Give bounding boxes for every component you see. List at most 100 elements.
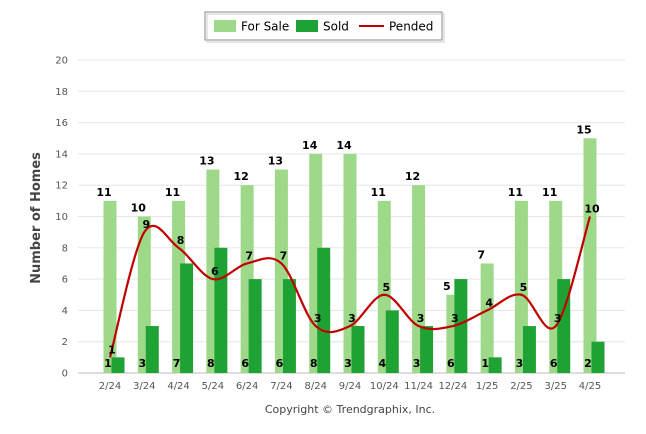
bar-sold bbox=[454, 279, 468, 373]
y-tick-label: 8 bbox=[62, 243, 68, 254]
label-sold: 3 bbox=[413, 357, 421, 370]
bar-sold bbox=[248, 279, 262, 373]
x-tick-label: 5/24 bbox=[202, 381, 224, 392]
label-sold: 3 bbox=[138, 357, 146, 370]
y-tick-label: 6 bbox=[62, 275, 68, 286]
label-pended: 7 bbox=[280, 249, 288, 262]
label-sold: 8 bbox=[310, 357, 318, 370]
label-sold: 8 bbox=[207, 357, 215, 370]
bar-sold bbox=[111, 357, 125, 373]
x-tick-label: 3/25 bbox=[544, 381, 566, 392]
line-pended bbox=[108, 216, 592, 358]
label-for-sale: 12 bbox=[405, 170, 420, 183]
y-tick-label: 18 bbox=[55, 87, 68, 98]
label-for-sale: 11 bbox=[371, 186, 386, 199]
label-pended: 8 bbox=[177, 234, 185, 247]
label-sold: 6 bbox=[276, 357, 284, 370]
legend-swatch bbox=[296, 20, 318, 32]
y-tick-label: 16 bbox=[55, 118, 68, 129]
x-tick-label: 6/24 bbox=[236, 381, 258, 392]
legend-label: Pended bbox=[389, 20, 433, 34]
bars bbox=[103, 138, 605, 373]
bar-sold bbox=[145, 326, 159, 373]
bar-sold bbox=[591, 341, 605, 373]
y-tick-label: 20 bbox=[55, 56, 68, 67]
label-for-sale: 7 bbox=[477, 248, 485, 261]
data-labels: 1111103911781386126713671483143311451233… bbox=[96, 123, 600, 370]
label-pended: 3 bbox=[348, 312, 356, 325]
x-tick-label: 8/24 bbox=[304, 381, 326, 392]
label-for-sale: 11 bbox=[542, 186, 557, 199]
label-for-sale: 13 bbox=[199, 155, 214, 168]
bar-sold bbox=[488, 357, 502, 373]
label-sold: 2 bbox=[584, 357, 592, 370]
bar-sold bbox=[317, 247, 331, 373]
label-sold: 3 bbox=[344, 357, 352, 370]
label-pended: 3 bbox=[314, 312, 322, 325]
x-tick-label: 9/24 bbox=[339, 381, 361, 392]
label-pended: 5 bbox=[382, 281, 390, 294]
label-pended: 1 bbox=[108, 343, 116, 356]
bar-for-sale bbox=[343, 153, 357, 373]
label-pended: 9 bbox=[142, 218, 150, 231]
label-sold: 6 bbox=[550, 357, 558, 370]
label-sold: 6 bbox=[447, 357, 455, 370]
label-pended: 6 bbox=[211, 265, 219, 278]
label-for-sale: 15 bbox=[576, 123, 591, 136]
label-for-sale: 14 bbox=[302, 139, 318, 152]
label-pended: 3 bbox=[451, 312, 459, 325]
bar-sold bbox=[282, 279, 296, 373]
x-tick-label: 4/25 bbox=[579, 381, 601, 392]
x-tick-label: 2/24 bbox=[99, 381, 121, 392]
y-axis-title: Number of Homes bbox=[29, 152, 44, 284]
label-pended: 3 bbox=[417, 312, 425, 325]
bar-sold bbox=[420, 326, 434, 373]
legend-label: Sold bbox=[323, 20, 349, 34]
bar-sold bbox=[351, 326, 365, 373]
label-sold: 4 bbox=[378, 357, 386, 370]
label-for-sale: 14 bbox=[336, 139, 352, 152]
label-for-sale: 10 bbox=[131, 202, 147, 215]
y-tick-label: 12 bbox=[55, 181, 68, 192]
label-pended: 7 bbox=[245, 249, 253, 262]
x-tick-label: 7/24 bbox=[270, 381, 292, 392]
bar-sold bbox=[180, 263, 194, 373]
x-tick-label: 1/25 bbox=[476, 381, 498, 392]
y-axis-ticks: 0 2 4 6 8 10 12 14 16 18 20 bbox=[55, 56, 68, 380]
y-tick-label: 14 bbox=[55, 149, 68, 160]
label-sold: 1 bbox=[481, 357, 489, 370]
legend: For Sale Sold Pended bbox=[204, 11, 445, 43]
label-for-sale: 13 bbox=[268, 155, 283, 168]
label-pended: 10 bbox=[584, 203, 600, 216]
label-sold: 3 bbox=[516, 357, 524, 370]
legend-swatch bbox=[214, 20, 236, 32]
label-for-sale: 11 bbox=[508, 186, 523, 199]
x-axis-ticks: 2/24 3/24 4/24 5/24 6/24 7/24 8/24 9/24 10/24 11/… bbox=[99, 381, 601, 392]
label-sold: 7 bbox=[173, 357, 181, 370]
bar-sold bbox=[522, 326, 536, 373]
x-tick-label: 2/25 bbox=[510, 381, 532, 392]
label-sold: 1 bbox=[104, 357, 112, 370]
label-for-sale: 5 bbox=[443, 280, 451, 293]
pended-line bbox=[108, 216, 592, 358]
legend-label: For Sale bbox=[241, 20, 289, 34]
y-tick-label: 4 bbox=[62, 306, 68, 317]
x-tick-label: 3/24 bbox=[133, 381, 155, 392]
bar-for-sale bbox=[583, 138, 597, 373]
x-tick-label: 10/24 bbox=[370, 381, 399, 392]
y-tick-label: 10 bbox=[55, 212, 68, 223]
x-tick-label: 4/24 bbox=[167, 381, 189, 392]
label-pended: 4 bbox=[485, 296, 493, 309]
label-for-sale: 11 bbox=[96, 186, 111, 199]
y-tick-label: 0 bbox=[62, 369, 68, 380]
label-for-sale: 11 bbox=[165, 186, 180, 199]
copyright-text: Copyright © Trendgraphix, Inc. bbox=[265, 403, 435, 416]
bar-for-sale bbox=[480, 263, 494, 373]
label-pended: 5 bbox=[520, 281, 528, 294]
y-tick-label: 2 bbox=[62, 337, 68, 348]
x-tick-label: 11/24 bbox=[404, 381, 433, 392]
label-pended: 3 bbox=[554, 312, 562, 325]
bar-for-sale bbox=[103, 200, 117, 373]
label-for-sale: 12 bbox=[233, 170, 248, 183]
